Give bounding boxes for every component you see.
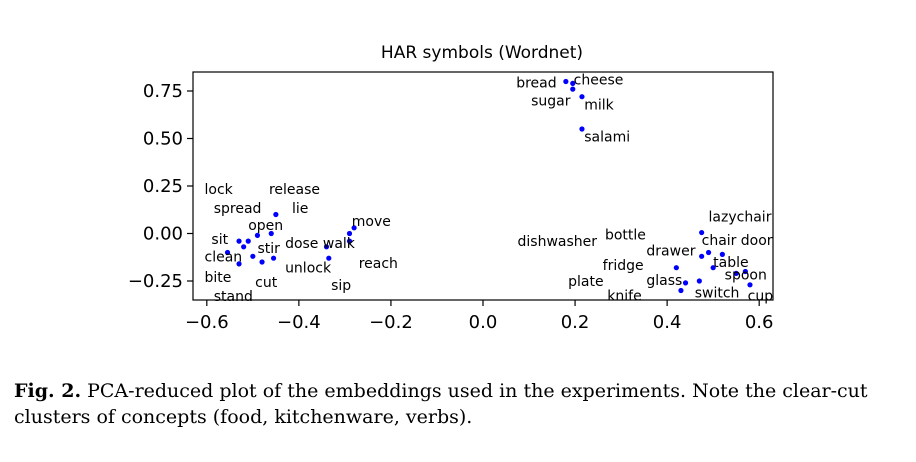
point-label: switch <box>695 285 740 301</box>
point-label: reach <box>359 256 398 272</box>
data-point <box>682 280 689 286</box>
x-tick-label: 0.6 <box>745 312 774 333</box>
point-label: release <box>269 182 320 198</box>
caption-label: Fig. 2. <box>14 380 82 402</box>
data-point <box>710 265 716 271</box>
data-point <box>236 261 242 267</box>
point-label: sip <box>331 278 351 294</box>
y-tick-label: 0.00 <box>143 224 183 245</box>
point-label: lie <box>292 201 308 217</box>
y-tick-label: −0.25 <box>128 271 183 292</box>
data-point <box>323 244 330 250</box>
point-label: stand <box>214 289 253 305</box>
data-point <box>254 232 261 238</box>
point-label: glass <box>646 273 682 289</box>
data-point <box>579 94 585 100</box>
data-point <box>705 249 712 256</box>
data-point <box>224 249 231 256</box>
y-axis: 0.75 0.50 0.25 0.00 −0.25 <box>128 81 193 292</box>
x-tick-label: −0.2 <box>369 312 413 333</box>
point-label: dishwasher <box>518 234 598 250</box>
data-point <box>742 268 748 275</box>
data-point <box>747 282 753 288</box>
point-label: table <box>713 255 748 271</box>
data-point <box>699 253 705 259</box>
data-point <box>259 259 265 265</box>
caption-text: PCA-reduced plot of the embeddings used … <box>14 380 868 428</box>
y-tick-label: 0.75 <box>143 81 183 102</box>
point-label: lazychair <box>709 209 772 225</box>
point-label: sugar <box>531 94 571 110</box>
data-point <box>696 278 702 284</box>
data-point <box>241 244 247 250</box>
data-point <box>570 80 576 86</box>
x-tick-label: −0.4 <box>277 312 321 333</box>
point-label: cheese <box>574 73 624 89</box>
point-label: spread <box>214 201 262 217</box>
x-tick-label: 0.2 <box>561 312 590 333</box>
data-point <box>236 238 242 244</box>
point-label: move <box>352 214 391 230</box>
figure-caption: Fig. 2. PCA-reduced plot of the embeddin… <box>14 378 894 430</box>
x-tick-label: 0.0 <box>469 312 498 333</box>
plot-frame <box>192 71 774 301</box>
point-label: salami <box>584 130 630 146</box>
point-label: clean <box>205 249 243 265</box>
point-label: spoon <box>725 267 767 283</box>
point-label: bite <box>205 270 232 286</box>
point-label: sit <box>211 232 228 248</box>
data-point <box>719 251 725 257</box>
data-point <box>245 238 251 244</box>
point-label: lock <box>205 182 234 198</box>
point-label: plate <box>568 274 603 290</box>
data-point <box>273 211 279 218</box>
point-label: stir <box>257 241 280 257</box>
point-label: unlock <box>285 261 332 277</box>
point-label: milk <box>584 97 614 113</box>
y-tick-label: 0.25 <box>143 176 183 197</box>
data-point <box>351 225 357 231</box>
x-tick-label: −0.6 <box>185 312 229 333</box>
point-label: drawer <box>646 244 695 260</box>
scatter-chart: HAR symbols (Wordnet) −0.6 −0.4 −0.2 0.0 0.2… <box>128 43 774 333</box>
data-point <box>673 265 679 271</box>
data-point <box>733 270 739 276</box>
data-points <box>224 78 753 294</box>
data-point <box>678 287 684 294</box>
chart-title: HAR symbols (Wordnet) <box>381 43 583 63</box>
data-point <box>270 255 277 261</box>
point-label: bread <box>516 75 556 91</box>
point-label: chair <box>702 233 737 249</box>
point-label: door <box>741 233 773 249</box>
point-label: cut <box>255 275 278 291</box>
data-point <box>579 126 585 132</box>
point-label: dose walk <box>285 236 356 252</box>
data-point <box>570 86 576 92</box>
point-label: open <box>248 218 283 234</box>
data-point <box>326 255 332 261</box>
data-point <box>268 230 274 237</box>
point-label: fridge <box>603 258 644 274</box>
point-label: cup <box>748 288 774 304</box>
data-point <box>699 229 705 236</box>
data-point <box>346 238 353 244</box>
data-point <box>250 253 256 259</box>
data-point <box>563 78 569 85</box>
y-tick-label: 0.50 <box>143 129 183 150</box>
data-point <box>346 230 353 237</box>
x-tick-label: 0.4 <box>653 312 682 333</box>
x-axis: −0.6 −0.4 −0.2 0.0 0.2 0.4 0.6 <box>185 300 774 333</box>
point-label: knife <box>607 288 641 304</box>
point-label: bottle <box>605 227 646 243</box>
